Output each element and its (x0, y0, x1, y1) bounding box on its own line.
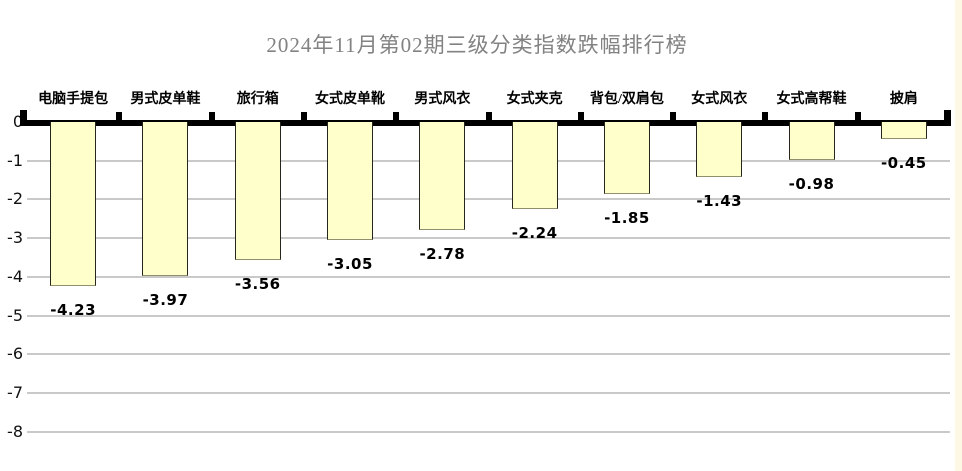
axis-tick (577, 112, 584, 120)
bar (696, 122, 743, 177)
axis-end-cap (20, 110, 27, 126)
right-edge-strip (955, 0, 962, 471)
category-label: 女式风衣 (691, 92, 748, 107)
y-axis-label: -1 (7, 150, 23, 170)
y-axis-label: -3 (7, 228, 23, 248)
category-label: 男式皮单鞋 (130, 92, 201, 107)
axis-tick (854, 112, 861, 120)
category-label: 背包/双肩包 (590, 92, 664, 107)
category-label: 披肩 (889, 92, 918, 107)
y-axis-label: -2 (7, 189, 23, 209)
bar-value-label: -2.78 (419, 245, 466, 263)
category-label: 电脑手提包 (38, 92, 109, 107)
axis-tick (116, 112, 123, 120)
chart-title: 2024年11月第02期三级分类指数跌幅排行榜 (266, 33, 688, 57)
axis-tick (670, 112, 677, 120)
bar (419, 122, 466, 230)
bar-value-label: -3.05 (327, 255, 373, 273)
y-axis-label: -4 (7, 266, 23, 286)
y-axis-label: -6 (7, 344, 23, 364)
bar-value-label: -1.43 (696, 192, 743, 210)
gridline (27, 275, 950, 278)
gridline (27, 314, 950, 317)
axis-tick (393, 112, 400, 120)
category-label: 女式夹克 (506, 92, 563, 107)
gridline (27, 353, 950, 356)
bar (603, 122, 650, 194)
y-axis-label: 0 (12, 112, 23, 131)
bar-value-label: -2.24 (511, 224, 558, 242)
bar (327, 122, 374, 240)
bar-value-label: -0.98 (788, 175, 835, 193)
bar-value-label: -4.23 (50, 301, 97, 319)
bar-value-label: -0.45 (880, 154, 927, 172)
bar (50, 122, 97, 286)
axis-end-cap (944, 110, 951, 126)
y-axis-label: -5 (7, 305, 23, 325)
y-axis-label: -7 (7, 382, 23, 402)
bar (234, 122, 281, 260)
gridline (27, 430, 950, 433)
bar-value-label: -3.97 (142, 291, 189, 309)
category-label: 男式风衣 (414, 92, 471, 107)
axis-tick (300, 112, 307, 120)
gridline (27, 391, 950, 394)
category-label: 女式皮单靴 (315, 92, 386, 107)
category-label: 女式高帮鞋 (776, 92, 847, 107)
axis-tick (485, 112, 492, 120)
bar (511, 122, 558, 209)
bar (788, 122, 835, 160)
gridline (27, 159, 950, 162)
category-label: 旅行箱 (236, 92, 279, 107)
bar (142, 122, 189, 276)
axis-tick (208, 112, 215, 120)
x-axis-line (27, 120, 950, 126)
gridline (27, 237, 950, 240)
axis-tick (762, 112, 769, 120)
y-axis-label: -8 (7, 421, 23, 441)
bar-value-label: -1.85 (604, 209, 650, 227)
gridline (27, 198, 950, 201)
bar (880, 122, 927, 139)
bar-value-label: -3.56 (234, 275, 281, 293)
